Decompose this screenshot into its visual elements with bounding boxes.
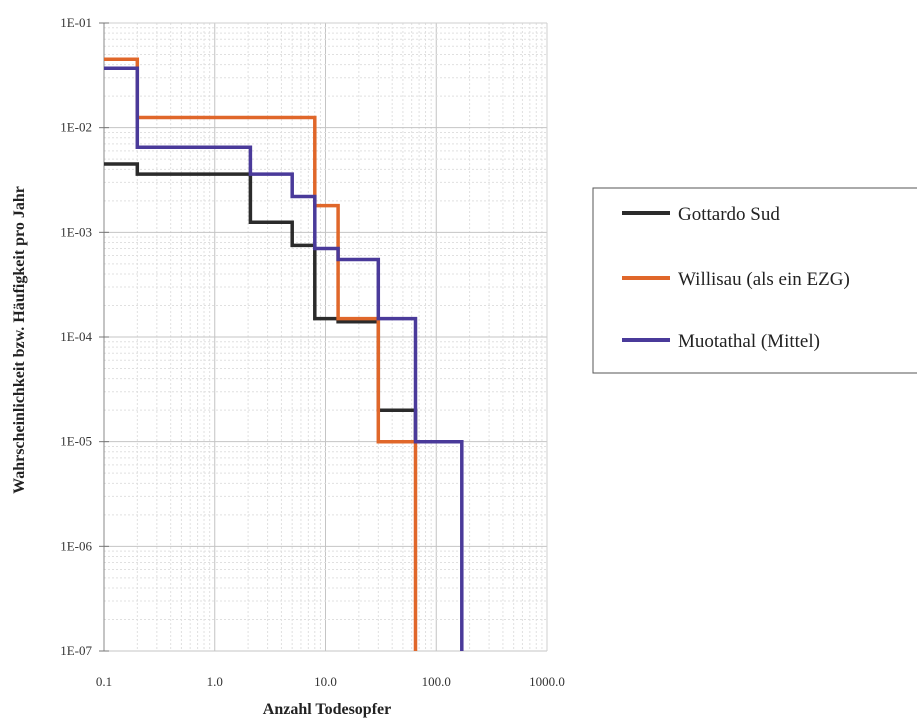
- x-axis-label: Anzahl Todesopfer: [263, 701, 391, 718]
- y-tick-label: 1E-03: [60, 224, 92, 239]
- legend-label-3: Muotathal (Mittel): [678, 331, 820, 352]
- series-lines: [104, 57, 464, 651]
- y-tick-label: 1E-06: [60, 538, 92, 553]
- x-tick-label: 0.1: [96, 674, 112, 689]
- series-line-1: [104, 162, 418, 442]
- legend-box: [592, 187, 917, 374]
- y-tick-label: 1E-04: [60, 329, 92, 344]
- y-tick-label: 1E-05: [60, 434, 92, 449]
- tick-labels: 1E-01 1E-02 1E-03 1E-04 1E-05 1E-06 1E-07 0.1 1.…: [60, 15, 565, 689]
- axes: [99, 22, 109, 652]
- legend: Gottardo Sud Willisau (als ein EZG) Muotat…: [592, 187, 917, 374]
- y-tick-label: 1E-02: [60, 120, 92, 135]
- y-tick-label: 1E-07: [60, 643, 92, 658]
- x-tick-label: 1000.0: [529, 674, 565, 689]
- legend-label-2: Willisau (als ein EZG): [678, 269, 850, 290]
- y-axis-label: Wahrscheinlichkeit bzw. Häufigkeit pro J…: [11, 186, 28, 494]
- x-tick-label: 100.0: [422, 674, 451, 689]
- x-tick-label: 1.0: [207, 674, 223, 689]
- y-tick-label: 1E-01: [60, 15, 92, 30]
- legend-label-1: Gottardo Sud: [678, 204, 780, 225]
- grid: [103, 22, 548, 652]
- x-tick-label: 10.0: [314, 674, 337, 689]
- series-line-3: [104, 66, 464, 651]
